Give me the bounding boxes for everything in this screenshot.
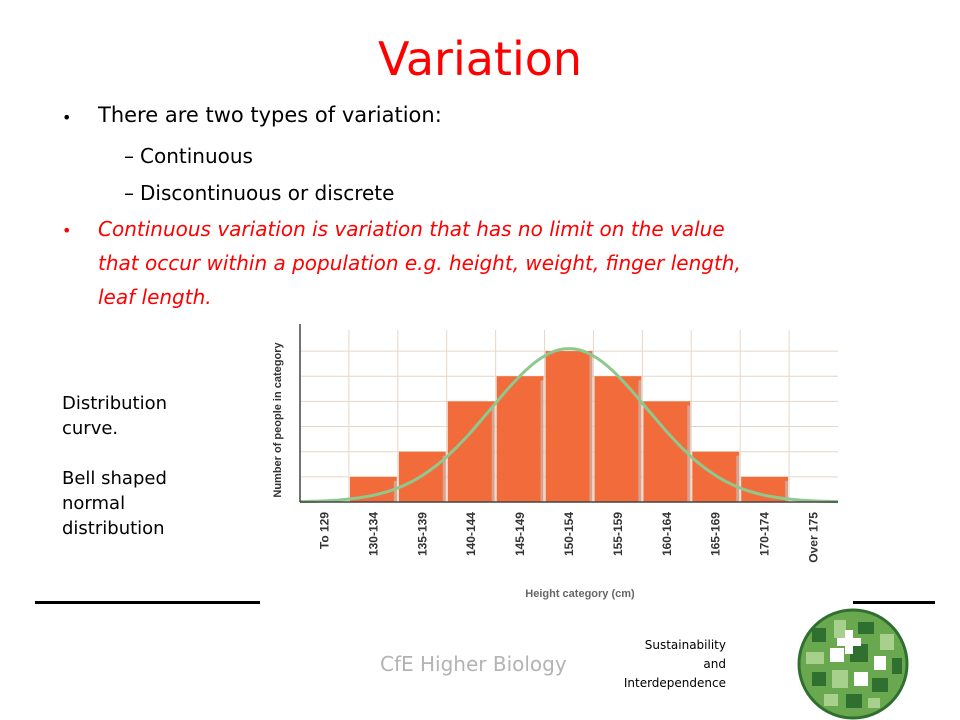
- x-tick-label: 165-169: [709, 512, 723, 556]
- bar-shadow: [393, 480, 397, 502]
- continuous-definition-line-3: leaf length.: [98, 285, 212, 309]
- normal-distribution-curve: [299, 347, 839, 504]
- histogram-bar: [496, 376, 544, 502]
- sub-item-discontinuous: Discontinuous or discrete: [140, 181, 395, 205]
- x-tick-label: 155-159: [611, 512, 625, 556]
- slide-title: Variation: [377, 32, 583, 86]
- continuous-definition-line-2: that occur within a population e.g. heig…: [98, 251, 741, 275]
- footer-rule-right: [853, 601, 935, 604]
- continuous-definition-line-1: Continuous variation is variation that h…: [98, 217, 725, 241]
- unit-title-line: Sustainability: [644, 638, 726, 652]
- side-note-line: curve.: [62, 418, 119, 439]
- dash-marker: –: [124, 144, 134, 168]
- histogram-bar: [545, 351, 593, 502]
- bar-shadow: [589, 355, 593, 502]
- unit-title-line: and: [703, 657, 726, 671]
- side-note-line: Bell shaped: [62, 468, 167, 489]
- x-axis-label: Height category (cm): [525, 588, 635, 600]
- x-tick-label: 170-174: [758, 512, 772, 556]
- histogram-bar: [594, 376, 642, 502]
- side-note: Distribution curve. Bell shaped normal d…: [62, 391, 167, 541]
- bar-shadow: [638, 380, 642, 502]
- footer-rule-left: [35, 601, 260, 604]
- side-note-line: Distribution: [62, 393, 168, 414]
- x-tick-label: To 129: [317, 512, 331, 549]
- side-note-line: normal: [62, 493, 126, 514]
- x-tick-label: 160-164: [660, 512, 674, 556]
- bar-shadow: [540, 380, 544, 502]
- unit-title: Sustainability and Interdependence: [624, 636, 726, 693]
- bar-shadow: [785, 480, 789, 502]
- histogram-bar: [643, 401, 691, 502]
- y-axis-label: Number of people in category: [272, 341, 284, 497]
- bar-shadow: [442, 455, 446, 502]
- bullet-marker: •: [62, 221, 72, 240]
- x-tick-label: 135-139: [415, 512, 429, 556]
- x-tick-label: 145-149: [513, 512, 527, 556]
- footer-course-name: CfE Higher Biology: [380, 652, 567, 676]
- dash-marker: –: [124, 181, 134, 205]
- bar-shadow: [491, 405, 495, 502]
- histogram-bar: [447, 401, 495, 502]
- x-tick-label: 140-144: [464, 512, 478, 556]
- x-tick-label: 150-154: [562, 512, 576, 556]
- bar-shadow: [736, 455, 740, 502]
- sub-item-continuous: Continuous: [140, 144, 253, 168]
- x-tick-label: Over 175: [807, 512, 821, 563]
- x-tick-label: 130-134: [366, 512, 380, 556]
- side-note-line: distribution: [62, 518, 165, 539]
- bullet-types-of-variation: There are two types of variation:: [98, 103, 442, 127]
- unit-title-line: Interdependence: [623, 676, 726, 690]
- bullet-marker: •: [62, 108, 72, 127]
